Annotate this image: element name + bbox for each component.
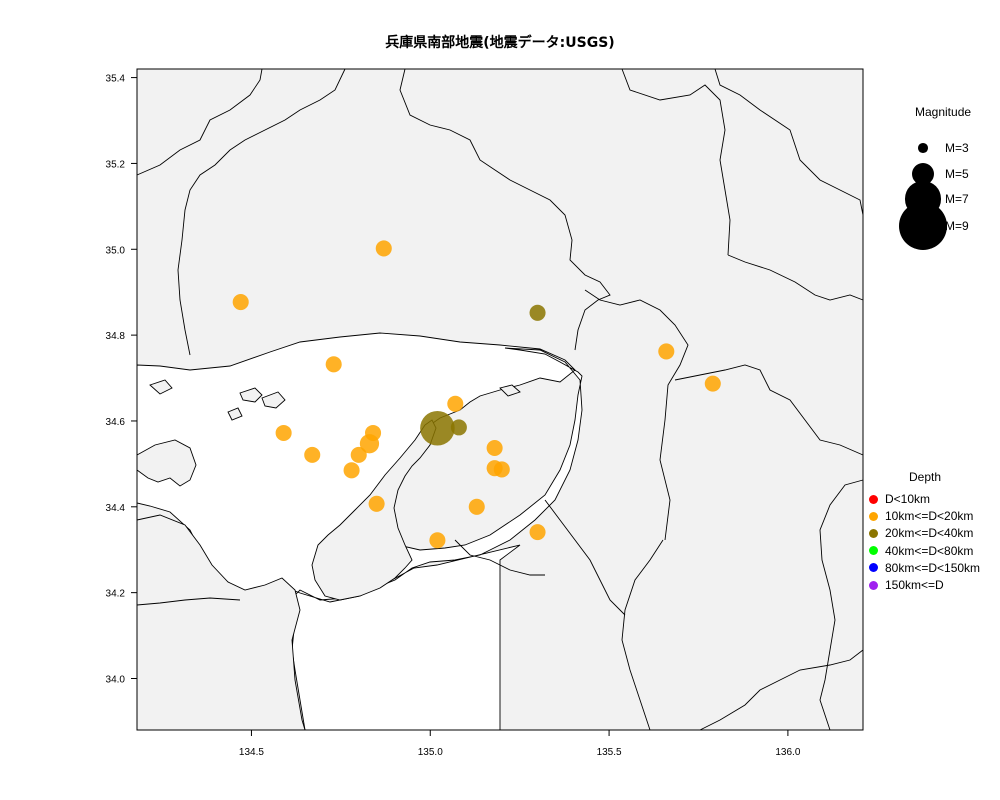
quake-point: [325, 356, 342, 373]
quake-point: [420, 410, 455, 446]
depth-legend-label: 10km<=D<20km: [885, 509, 974, 524]
x-tick-label: 134.5: [239, 747, 264, 758]
magnitude-legend-title: Magnitude: [915, 105, 972, 119]
plot-frame: [136, 68, 864, 731]
y-tick-label: 34.4: [106, 503, 126, 514]
y-tick-label: 34.0: [106, 674, 126, 685]
quake-point: [429, 532, 446, 549]
depth-legend-dot: [869, 546, 878, 556]
depth-legend-label: D<10km: [885, 492, 931, 506]
quake-point: [468, 498, 485, 515]
x-axis: 134.5 135.0 135.5 136.0: [239, 730, 801, 758]
y-axis: 34.0 34.2 34.4 34.6 34.8 35.0 35.2 35.4: [106, 74, 137, 685]
quake-point: [375, 240, 392, 257]
magnitude-legend-label: M=7: [945, 192, 969, 206]
page-title: 兵庫県南部地震(地震データ:USGS): [385, 35, 615, 51]
magnitude-legend-label: M=5: [945, 167, 969, 181]
quake-point: [343, 462, 360, 479]
y-tick-label: 34.2: [106, 589, 126, 600]
depth-legend-title: Depth: [909, 470, 942, 484]
island-west: [136, 439, 197, 487]
quake-point: [232, 294, 249, 311]
quake-point: [658, 343, 675, 360]
quake-point: [529, 304, 546, 321]
y-tick-label: 35.4: [106, 74, 126, 85]
prefecture-boundaries: [136, 68, 864, 731]
quake-point: [304, 446, 321, 463]
quake-point: [529, 524, 546, 541]
quake-point: [493, 461, 510, 478]
quake-point: [368, 495, 385, 512]
x-tick-label: 136.0: [775, 747, 800, 758]
y-tick-label: 35.2: [106, 159, 126, 170]
depth-legend-label: 40km<=D<80km: [885, 543, 974, 558]
depth-legend-label: 20km<=D<40km: [885, 526, 974, 541]
x-tick-label: 135.5: [597, 747, 622, 758]
magnitude-legend-label: M=3: [945, 141, 969, 155]
depth-legend-dot: [869, 580, 878, 590]
quake-point: [275, 424, 292, 442]
quake-point: [447, 395, 464, 412]
x-tick-label: 135.0: [418, 747, 443, 758]
depth-legend-dot: [869, 494, 878, 504]
depth-legend-dot: [869, 511, 878, 521]
magnitude-legend-dot: [918, 143, 928, 153]
small-islands: [149, 379, 521, 421]
y-tick-label: 35.0: [106, 245, 126, 256]
depth-legend-dot: [869, 528, 878, 538]
quake-points: [232, 240, 721, 549]
quake-point: [704, 375, 721, 392]
magnitude-legend-label: M=9: [945, 219, 969, 233]
y-tick-label: 34.8: [106, 331, 126, 342]
depth-legend-label: 150km<=D: [885, 578, 944, 592]
quake-point: [359, 434, 380, 454]
depth-legend-dot: [869, 563, 878, 573]
y-tick-label: 34.6: [106, 417, 126, 428]
quake-point: [350, 446, 367, 463]
depth-legend-label: 80km<=D<150km: [885, 560, 981, 575]
shikoku-land: [136, 514, 306, 731]
quake-point: [486, 439, 503, 457]
magnitude-legend-dot: [911, 162, 935, 186]
quake-point: [450, 419, 467, 436]
magnitude-legend-dot: [899, 202, 947, 250]
